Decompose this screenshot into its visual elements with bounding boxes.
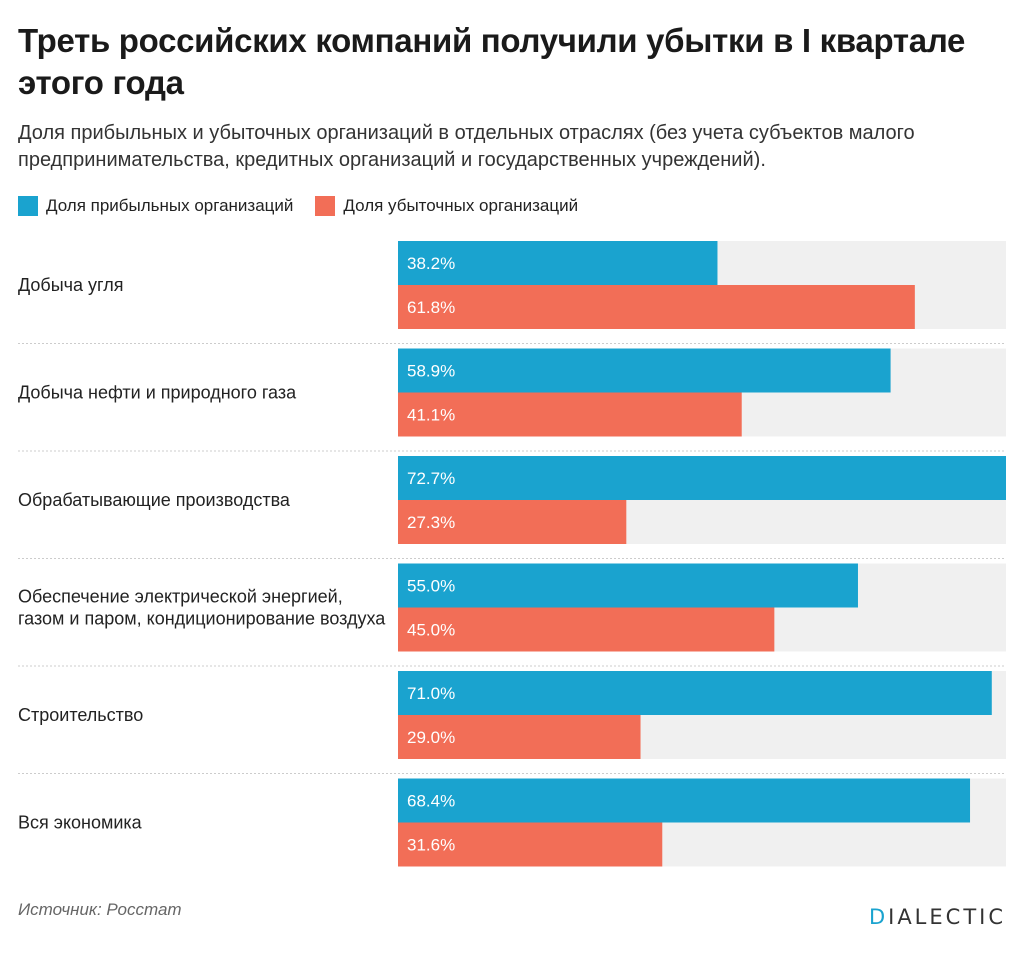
category-label: Вся экономика [18, 813, 143, 833]
chart-title: Треть российских компаний получили убытк… [18, 22, 966, 101]
bar-loss [398, 715, 641, 759]
bar-chart: 38.2% 61.8% Добыча угля 58.9% 41.1% Добыча не… [18, 241, 1006, 867]
data-label-profitable: 55.0% [407, 577, 455, 596]
bar-profitable [398, 671, 992, 715]
data-label-loss: 31.6% [407, 836, 455, 855]
category-label: Добыча угля [18, 275, 123, 295]
data-label-loss: 29.0% [407, 728, 455, 747]
data-label-profitable: 38.2% [407, 254, 455, 273]
legend-label-profitable: Доля прибыльных организаций [46, 196, 294, 215]
chart-subtitle: Доля прибыльных и убыточных организаций … [18, 122, 915, 171]
category-label: Обрабатывающие производства [18, 490, 291, 510]
bar-profitable [398, 456, 1006, 500]
bar-loss [398, 392, 742, 437]
category-label: Добыча нефти и природного газа [18, 383, 297, 403]
bar-loss [398, 822, 663, 867]
data-label-profitable: 68.4% [407, 792, 455, 811]
data-label-profitable: 72.7% [407, 469, 455, 488]
legend-item-profitable: Доля прибыльных организаций [18, 196, 293, 216]
data-label-loss: 45.0% [407, 621, 455, 640]
legend: Доля прибыльных организаций Доля убыточн… [18, 196, 600, 216]
data-label-loss: 27.3% [407, 513, 455, 532]
category-label: Обеспечение электрической энергией, газом… [18, 587, 386, 629]
bar-profitable [398, 241, 718, 285]
legend-swatch-profitable [18, 196, 38, 216]
legend-swatch-loss [315, 196, 336, 216]
category-label: Строительство [18, 705, 143, 725]
bar-loss [398, 607, 775, 652]
source-note: Источник: Росстат [18, 900, 182, 919]
bar-profitable [398, 563, 858, 608]
data-label-profitable: 58.9% [407, 362, 455, 381]
dialectic-logo: DIALECTIC [868, 905, 1006, 929]
bar-profitable [398, 348, 891, 393]
legend-item-loss: Доля убыточных организаций [315, 196, 578, 216]
data-label-profitable: 71.0% [407, 684, 455, 703]
legend-label-loss: Доля убыточных организаций [343, 196, 579, 215]
bar-loss [398, 285, 915, 329]
data-label-loss: 61.8% [407, 298, 455, 317]
bar-loss [398, 500, 627, 544]
bar-profitable [398, 778, 971, 823]
data-label-loss: 41.1% [407, 406, 455, 425]
